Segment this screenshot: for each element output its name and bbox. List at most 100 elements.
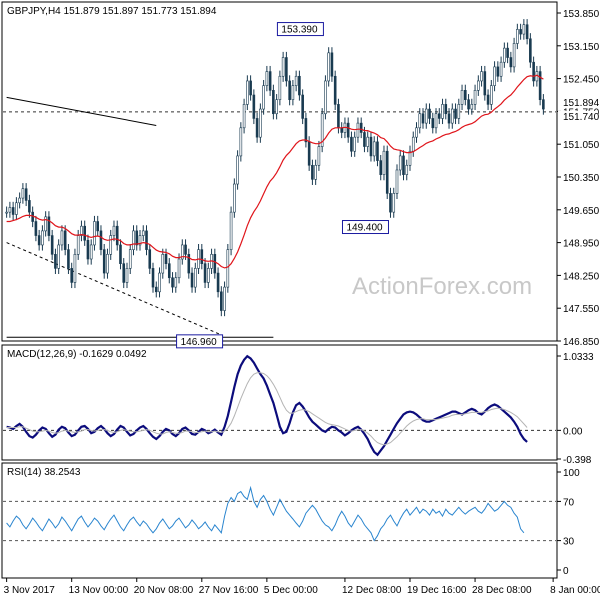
candle-body <box>444 104 448 115</box>
candle-body <box>379 160 383 175</box>
candle-body <box>24 188 28 201</box>
candle-body <box>86 239 90 260</box>
candle-body <box>184 244 187 255</box>
candle-body <box>542 99 545 110</box>
price-ytick-label: 149.650 <box>563 206 600 217</box>
candle-body <box>161 254 165 274</box>
x-tick-label: 27 Nov 16:00 <box>199 585 259 596</box>
rsi-ytick-label: 0 <box>563 566 569 577</box>
candle-body <box>226 249 230 288</box>
candle-body <box>294 75 298 86</box>
candle-body <box>60 230 64 246</box>
candle-body <box>320 113 324 147</box>
candle-body <box>499 61 503 77</box>
price-ytick-label: 151.050 <box>563 140 600 151</box>
candle-body <box>330 52 334 77</box>
candle-body <box>190 272 194 288</box>
candle-body <box>464 90 467 100</box>
candle-body <box>473 90 477 105</box>
rsi-ytick-label: 100 <box>563 468 580 479</box>
candle-body <box>356 122 360 138</box>
candle-body <box>483 71 487 96</box>
ema-line <box>6 74 544 269</box>
candle-body <box>340 127 343 133</box>
reference-price-label: 151.740 <box>563 112 600 123</box>
price-ytick-label: 146.850 <box>563 337 600 348</box>
candle-body <box>174 277 178 288</box>
candle-body <box>516 29 519 44</box>
price-panel: 153.850153.150152.450151.750151.050150.3… <box>3 9 600 349</box>
price-ytick-label: 147.550 <box>563 304 600 315</box>
candle-body <box>57 244 60 269</box>
candle-body <box>509 57 513 68</box>
candle-body <box>398 155 402 171</box>
candle-body <box>317 146 321 166</box>
price-ytick-label: 152.450 <box>563 75 600 86</box>
candle-body <box>54 254 57 269</box>
rsi-panel-frame <box>1 462 558 579</box>
candle-body <box>382 150 386 175</box>
candle-body <box>333 75 337 105</box>
rsi-title: RSI(14) 38.2543 <box>7 467 81 478</box>
macd-ytick-label: -0.398 <box>563 455 592 466</box>
candle-body <box>265 71 269 86</box>
candle-body <box>304 118 308 143</box>
rsi-ytick-label: 30 <box>563 537 575 548</box>
trendline <box>6 242 222 336</box>
candle-body <box>402 155 405 175</box>
candle-body <box>125 268 129 283</box>
candle-body <box>493 66 496 86</box>
candle-body <box>148 249 152 269</box>
price-ytick-label: 153.150 <box>563 42 600 53</box>
candle-body <box>480 71 483 82</box>
candle-body <box>529 38 532 63</box>
candle-body <box>353 136 356 152</box>
candle-body <box>525 24 529 40</box>
candle-body <box>314 164 317 180</box>
candle-body <box>385 150 389 194</box>
candle-body <box>28 200 31 213</box>
rsi-panel: 100 70 30 0 <box>3 468 580 577</box>
reference-price-tag <box>558 110 598 122</box>
candle-body <box>236 155 239 185</box>
signal-line <box>6 372 528 446</box>
candle-body <box>281 57 285 77</box>
candle-body <box>5 211 8 214</box>
candle-body <box>415 127 418 138</box>
candle-body <box>301 94 304 119</box>
x-tick-label: 12 Dec 08:00 <box>342 585 402 596</box>
candle-body <box>441 104 444 119</box>
candle-body <box>288 80 291 100</box>
current-price-tag <box>558 97 598 109</box>
candle-body <box>89 244 93 260</box>
candle-body <box>255 118 259 138</box>
candle-body <box>73 254 77 283</box>
price-ytick-label: 150.350 <box>563 173 600 184</box>
candle-body <box>93 221 96 246</box>
candle-body <box>229 211 233 250</box>
candle-body <box>15 202 18 215</box>
candle-body <box>187 254 191 274</box>
price-annotation-box <box>276 22 324 37</box>
candle-body <box>138 235 142 246</box>
candle-body <box>538 71 542 100</box>
candle-body <box>50 235 54 255</box>
candle-body <box>47 216 51 236</box>
candle-body <box>171 277 174 288</box>
price-annotation-box <box>341 220 389 235</box>
candle-body <box>506 47 509 58</box>
macd-panel: 1.0333 0.00 -0.398 <box>3 352 594 466</box>
candle-body <box>411 136 415 152</box>
candle-body <box>41 230 44 246</box>
candle-body <box>246 80 249 105</box>
candle-body <box>242 104 246 129</box>
candle-body <box>359 122 363 133</box>
x-axis: 3 Nov 2017 13 Nov 00:00 20 Nov 08:00 27 Nov… <box>4 578 600 596</box>
price-ytick-label: 153.850 <box>563 9 600 20</box>
candle-body <box>431 118 435 129</box>
candle-body <box>363 132 366 147</box>
candle-body <box>424 108 428 124</box>
x-tick-label: 28 Dec 08:00 <box>472 585 532 596</box>
candle-body <box>278 75 282 100</box>
rsi-ytick-label: 70 <box>563 497 575 508</box>
